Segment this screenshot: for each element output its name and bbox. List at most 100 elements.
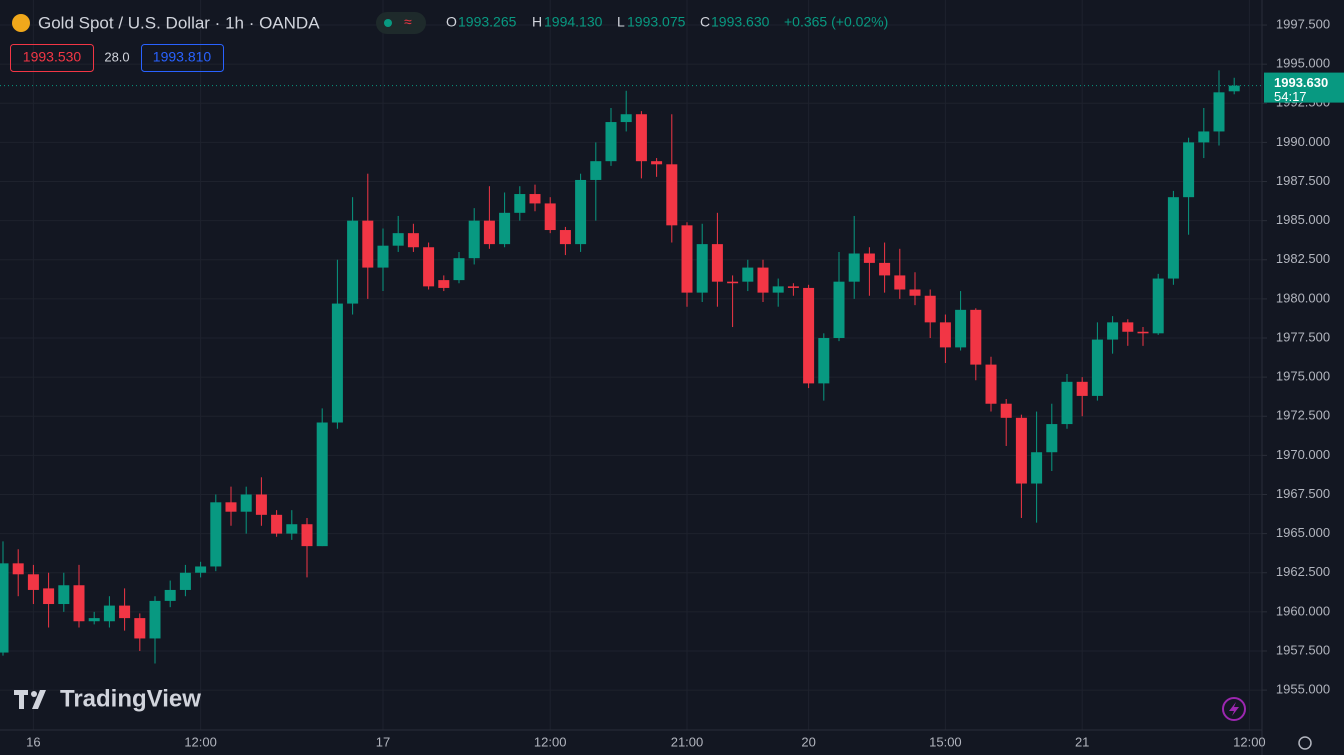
y-tick-label: 1980.000 <box>1276 290 1330 305</box>
y-tick-label: 1990.000 <box>1276 134 1330 149</box>
candle-body <box>0 563 9 653</box>
candle-body <box>863 253 875 263</box>
l-value: 1993.075 <box>627 14 686 30</box>
y-tick-label: 1970.000 <box>1276 447 1330 462</box>
symbol: Gold Spot / U.S. Dollar · 1h · OANDA <box>38 13 320 32</box>
candle-body <box>499 212 511 245</box>
candle-body <box>1122 322 1134 332</box>
candle-body <box>955 309 967 348</box>
candle-body <box>347 220 359 304</box>
candle-body <box>1061 381 1073 425</box>
candle-body <box>696 244 708 293</box>
candle-body <box>362 220 374 268</box>
ask: 1993.810 <box>153 49 212 65</box>
y-tick-label: 1982.500 <box>1276 251 1330 266</box>
h-value: 1994.130 <box>544 14 603 30</box>
candle-body <box>73 585 85 622</box>
status-pill[interactable] <box>376 12 426 34</box>
candle-body <box>1198 131 1210 143</box>
candle-body <box>575 179 587 245</box>
candle-body <box>833 281 845 339</box>
candle-body <box>590 161 602 180</box>
candle-body <box>970 309 982 365</box>
candle-body <box>727 281 739 284</box>
x-tick-label: 17 <box>376 734 390 749</box>
candle-body <box>803 287 815 384</box>
l-label: L <box>617 14 625 30</box>
x-tick-label: 12:00 <box>1233 734 1266 749</box>
candle-body <box>924 295 936 323</box>
candle-body <box>544 203 556 231</box>
candle-body <box>1228 85 1240 92</box>
candle-body <box>1152 278 1164 334</box>
candle-body <box>225 502 237 512</box>
candle-body <box>681 225 693 293</box>
x-tick-label: 21 <box>1075 734 1089 749</box>
o-value: 1993.265 <box>458 14 517 30</box>
candle-body <box>119 605 131 619</box>
countdown: 54:17 <box>1274 89 1307 104</box>
candle-body <box>1183 142 1195 198</box>
bid-button[interactable] <box>10 44 94 72</box>
last-price-label: 1993.630 <box>1274 75 1328 90</box>
alert-icon[interactable] <box>1222 697 1246 721</box>
candle-body <box>1076 381 1088 396</box>
grid <box>0 0 1262 730</box>
candle-body <box>43 588 55 605</box>
y-tick-label: 1972.500 <box>1276 408 1330 423</box>
y-tick-label: 1975.000 <box>1276 369 1330 384</box>
candles <box>0 70 1262 664</box>
candle-body <box>58 585 70 605</box>
candle-body <box>210 502 222 567</box>
candle-body <box>407 233 419 248</box>
candle-body <box>1107 322 1119 340</box>
candle-body <box>164 589 176 601</box>
candle-body <box>134 618 146 639</box>
y-tick-label: 1955.000 <box>1276 682 1330 697</box>
ask-button[interactable] <box>141 44 224 72</box>
axes: 1955.000 1957.500 1960.000 1962.500 1965.000… <box>26 16 1344 749</box>
c-label: C <box>700 14 710 30</box>
y-tick-label: 1987.500 <box>1276 173 1330 188</box>
candle-body <box>879 262 891 276</box>
x-tick-label: 16 <box>26 734 40 749</box>
settings-icon[interactable] <box>1298 736 1312 750</box>
candle-body <box>894 275 906 290</box>
x-tick-label: 15:00 <box>929 734 962 749</box>
candle-body <box>195 566 207 573</box>
status-dot <box>384 19 392 27</box>
candle-body <box>286 524 298 534</box>
candle-body <box>985 364 997 404</box>
candle-body <box>559 230 571 245</box>
logo-mark <box>14 690 46 709</box>
candle-body <box>757 267 769 293</box>
y-tick-label: 1957.500 <box>1276 642 1330 657</box>
y-tick-label: 1962.500 <box>1276 564 1330 579</box>
last-price-box <box>1264 72 1344 103</box>
candle-body <box>1091 339 1103 396</box>
candle-body <box>88 618 100 622</box>
candle-body <box>103 605 115 622</box>
y-tick-label: 1967.500 <box>1276 486 1330 501</box>
candle-body <box>939 322 951 348</box>
y-tick-label: 1995.000 <box>1276 56 1330 71</box>
spread: 28.0 <box>104 49 129 64</box>
change: +0.365 (+0.02%) <box>784 14 888 30</box>
c-value: 1993.630 <box>711 14 770 30</box>
candle-body <box>635 114 647 162</box>
candle-body <box>483 220 495 245</box>
x-tick-label: 20 <box>801 734 815 749</box>
candle-body <box>179 572 191 590</box>
candle-body <box>453 258 465 281</box>
candle-body <box>468 220 480 259</box>
candle-body <box>1137 331 1149 334</box>
candle-body <box>1000 403 1012 418</box>
candle-body <box>12 563 24 575</box>
y-tick-label: 1997.500 <box>1276 16 1330 31</box>
status-icon: ≈ <box>404 14 412 30</box>
candle-body <box>438 280 450 288</box>
o-label: O <box>446 14 457 30</box>
candle-body <box>711 244 723 282</box>
